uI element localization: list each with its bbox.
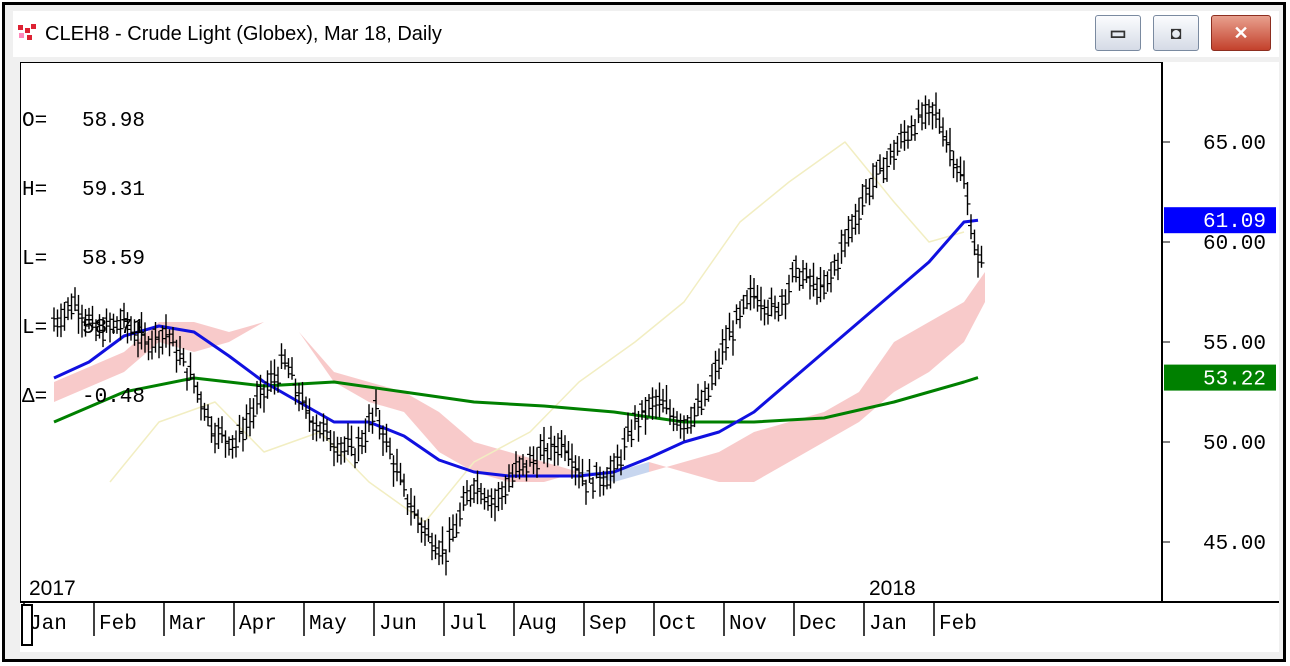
ohlc-value: 58.59 [82,248,146,271]
y-tick-label: 65.00 [1203,133,1266,156]
x-tick-label: Sep [589,613,627,636]
title-bar[interactable]: CLEH8 - Crude Light (Globex), Mar 18, Da… [13,11,1279,57]
cloud-segment [964,272,985,342]
cloud-segment [439,412,474,472]
x-tick-label: Feb [939,613,977,636]
ohlc-value: 59.31 [82,179,146,202]
x-tick-label: Mar [169,613,207,636]
x-tick-label: Jun [379,613,417,636]
x-tick-label: Jan [869,613,907,636]
cloud-segment [404,392,439,452]
ohlc-row: H= 59.31 [22,179,145,202]
y-tick-label: 45.00 [1203,533,1266,556]
cloud-segment [929,302,964,372]
y-tick-label: 55.00 [1203,333,1266,356]
ohlc-row: O= 58.98 [22,110,145,133]
x-tick-label: May [309,613,347,636]
cloud-segment [229,322,264,342]
x-tick-label: Apr [239,613,277,636]
cloud-segment [194,322,229,352]
cloud-segment [54,352,124,402]
app-icon [18,24,36,40]
cloud-segment [614,462,649,482]
cloud-segment [754,422,789,482]
minimize-icon: ▭ [1109,22,1127,43]
year-label: 2018 [869,577,916,600]
x-tick-label: Nov [729,613,767,636]
ohlc-label: L= [22,248,48,271]
ohlc-readout: O= 58.98 H= 59.31 L= 58.59 L= 58.71 Δ= -0.48 [22,64,145,455]
x-tick-label: Oct [659,613,697,636]
cloud-segment [824,392,859,442]
x-tick-label: Aug [519,613,557,636]
maximize-icon: ◘ [1170,22,1182,43]
price-tag-label: 61.09 [1203,211,1266,234]
x-tick-label: Jan [29,613,67,636]
close-button[interactable]: ✕ [1211,15,1271,51]
y-tick-label: 60.00 [1203,233,1266,256]
cloud-segment [859,342,894,422]
window-title: CLEH8 - Crude Light (Globex), Mar 18, Da… [45,23,442,45]
year-label: 2017 [29,577,76,600]
ohlc-row: Δ= -0.48 [22,386,145,409]
price-tag-box [1164,364,1276,391]
x-tick-label: Jul [449,613,487,636]
chart-area[interactable]: 65.00 60.00 55.00 50.00 45.00 61.09 53.22 Jan Fe… [20,62,1279,652]
price-chart[interactable]: 65.00 60.00 55.00 50.00 45.00 61.09 53.22 Jan Fe… [20,62,1279,652]
ohlc-value: -0.48 [82,386,146,409]
maximize-button[interactable]: ◘ [1153,15,1199,51]
cloud-segment [789,412,824,462]
ohlc-label: O= [22,110,48,133]
ohlc-value: 58.98 [82,110,146,133]
y-tick-label: 50.00 [1203,433,1266,456]
ohlc-value: 58.71 [82,317,146,340]
x-tick-label: Dec [799,613,837,636]
cloud-segment [894,322,929,392]
ohlc-label: L= [22,317,48,340]
ohlc-row: L= 58.59 [22,248,145,271]
price-tag-box [1164,207,1276,234]
cloud-segment [334,372,369,402]
slow-moving-average-line [53,376,979,424]
cloud-segment [684,452,719,482]
ohlc-label: H= [22,179,48,202]
ohlc-row: L= 58.71 [22,317,145,340]
ohlc-label: Δ= [22,386,48,409]
scroll-handle [21,604,33,646]
minimize-button[interactable]: ▭ [1095,15,1141,51]
x-tick-label: Feb [99,613,137,636]
cloud-segment [299,332,334,382]
cloud-segment [649,462,684,472]
price-tag-label: 53.22 [1203,369,1266,392]
close-icon: ✕ [1233,22,1249,43]
cloud-segment [719,432,754,482]
